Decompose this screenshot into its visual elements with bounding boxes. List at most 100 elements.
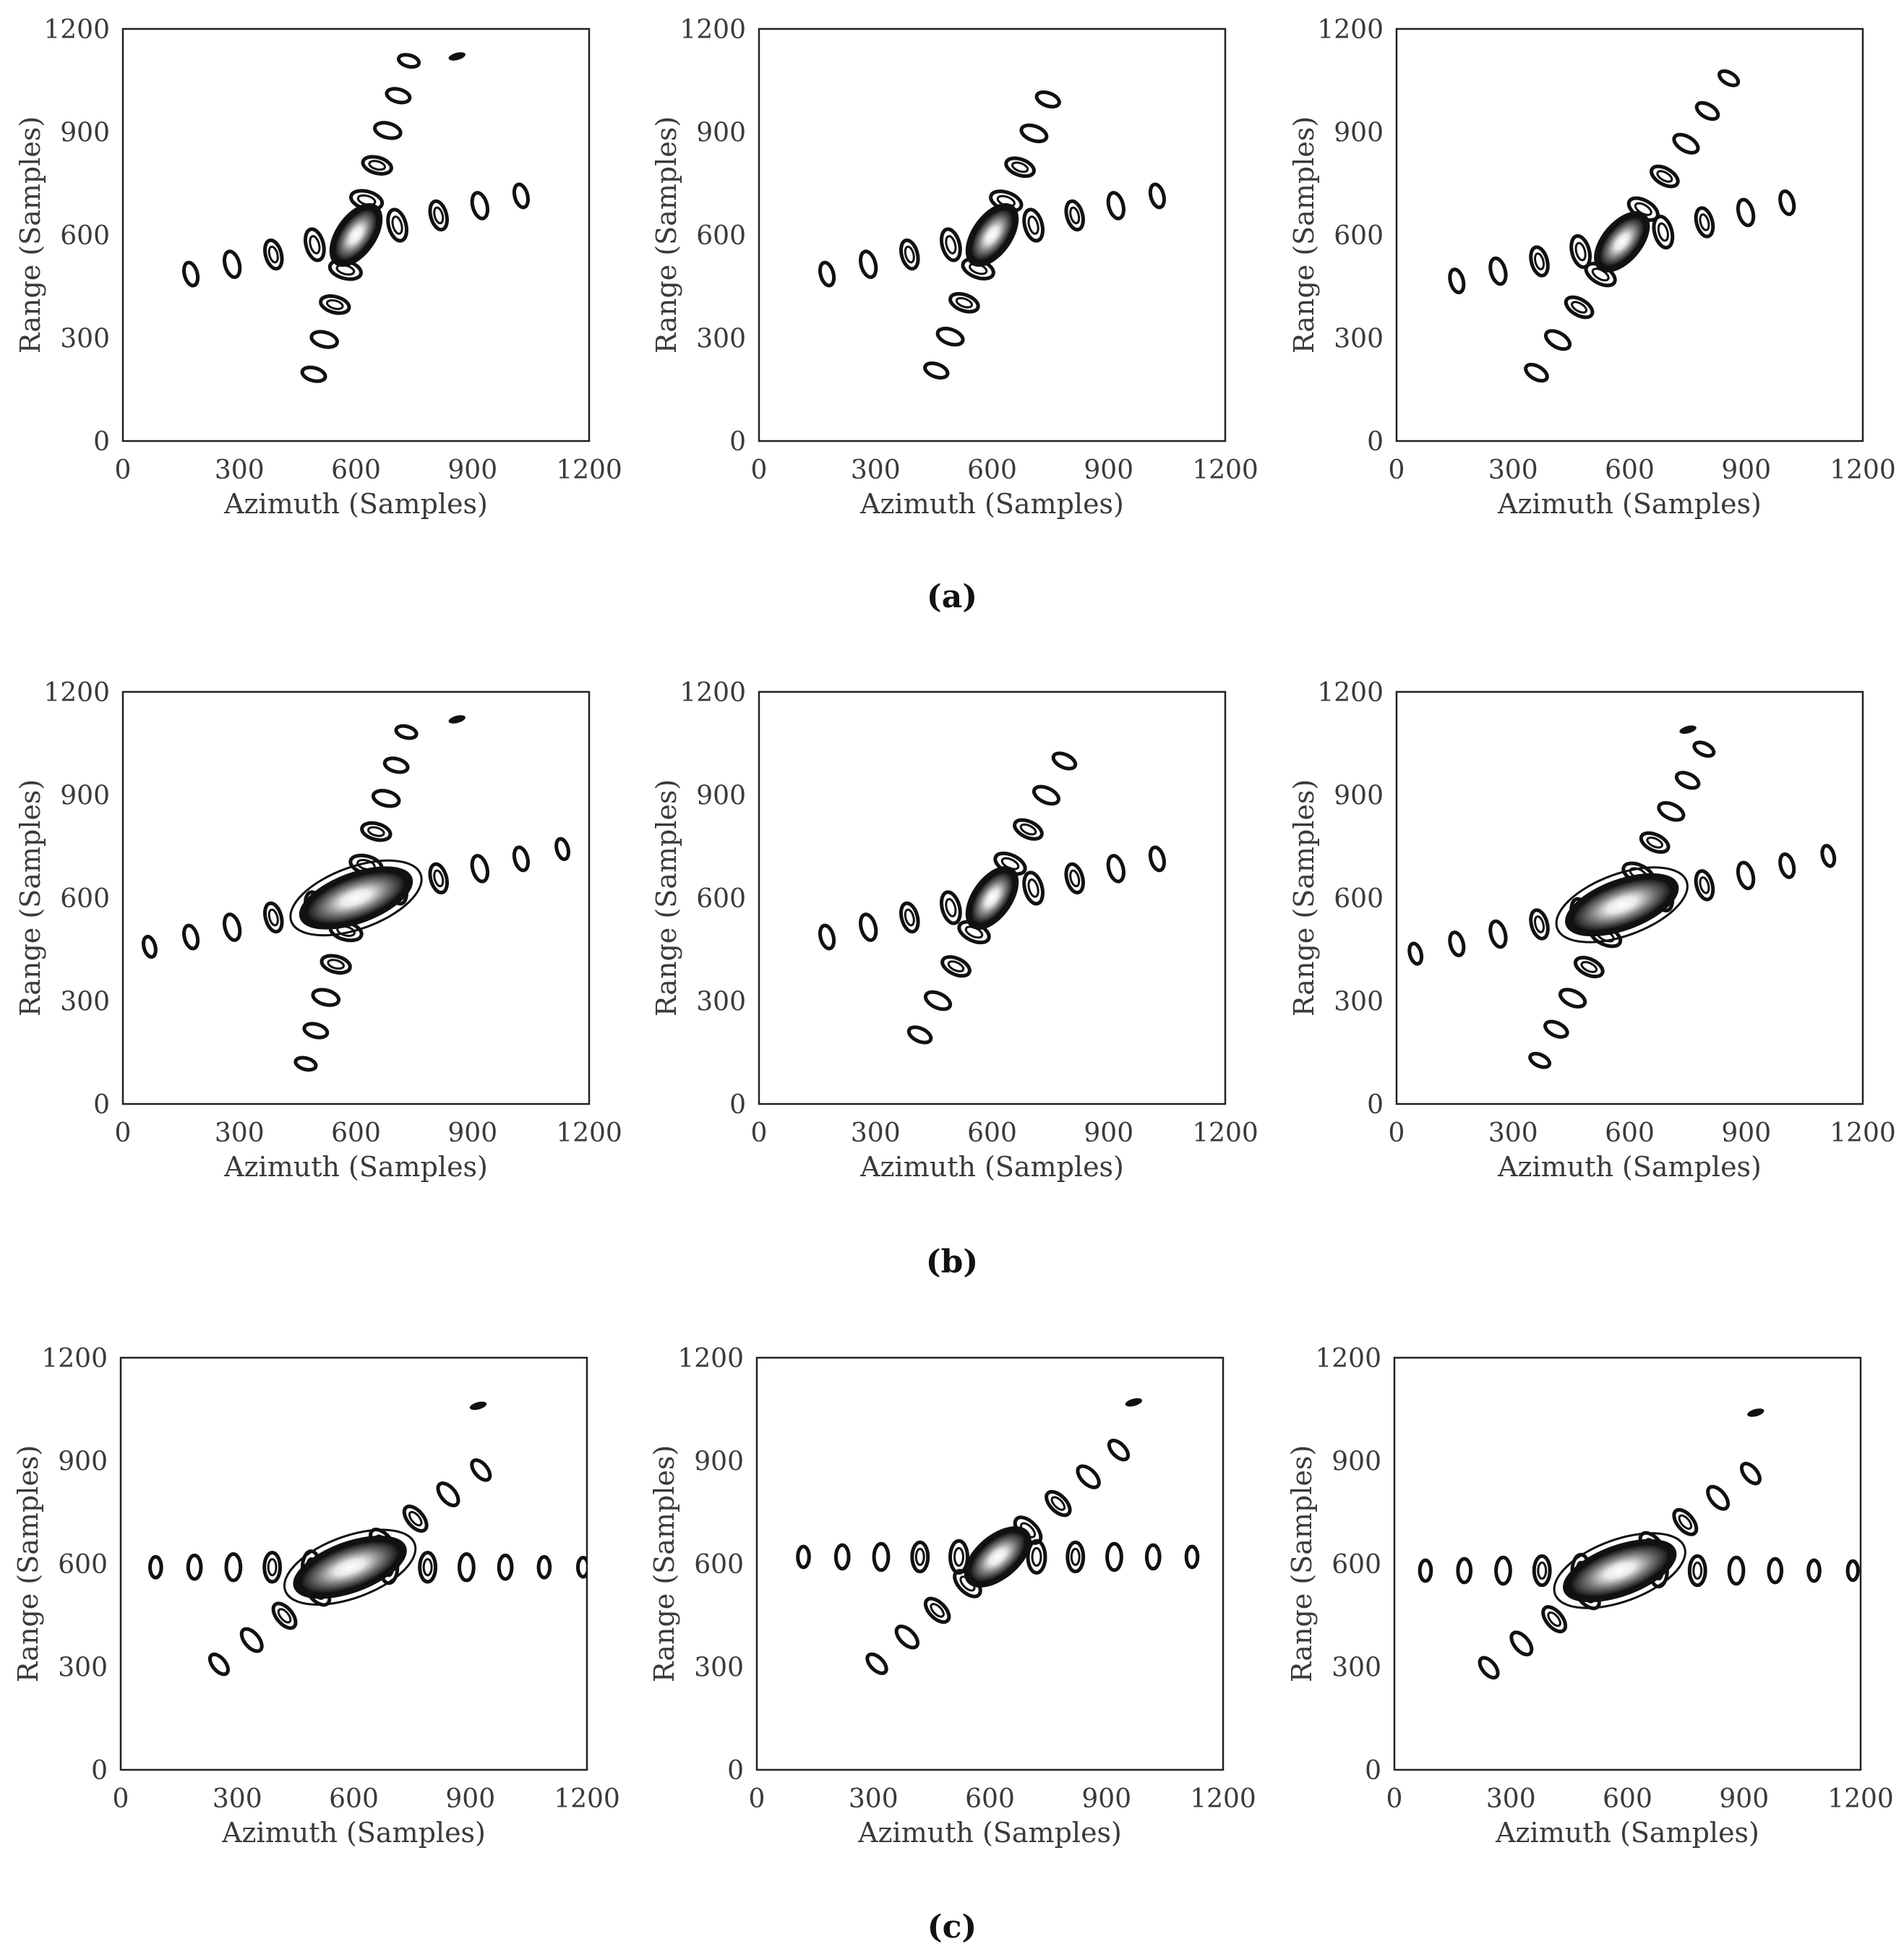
sidelobe-arm2 [1106,191,1125,221]
sidelobe-arm1-neg [906,1025,933,1045]
sidelobe-arm1 [361,155,393,176]
y-tick-label: 1200 [1317,15,1384,45]
sidelobe-inner-arm1-neg [930,1603,945,1618]
sidelobe-arm2-neg [304,227,326,262]
y-tick-label: 300 [58,1653,108,1683]
sidelobe-arm2 [428,862,449,895]
panel-a-3: 0 300 600 900 1200 0 300 600 900 1200 Azimuth (Sam… [1288,15,1896,520]
sidelobe-arm2-neg [910,1540,930,1574]
x-tick-label: 1200 [1830,1118,1896,1148]
sidelobe-arm1 [436,1481,460,1507]
sidelobe-arm1 [1657,801,1686,822]
x-tick-label: 1200 [556,455,622,485]
sidelobe-inner-arm2-neg [945,898,957,917]
sidelobe-inner-arm2-neg [267,245,279,264]
x-tick-label: 900 [1084,1118,1133,1148]
sidelobe-arm1 [470,1458,492,1482]
sidelobe-inner-arm1 [368,160,387,171]
sidelobe-arm2-neg [818,260,836,288]
x-tick-label: 600 [967,455,1017,485]
sidelobe-inner-arm2 [1031,1546,1042,1567]
main-lobe [308,872,404,924]
x-tick-label: 900 [1721,455,1771,485]
sidelobe-arm2-neg [224,1552,243,1583]
sidelobe-inner-arm2-neg [1574,241,1587,262]
sidelobe-arm1-neg [865,1652,888,1675]
x-tick-label: 600 [1603,1784,1652,1814]
y-tick-label: 300 [1331,1653,1381,1683]
y-tick-label: 0 [93,427,110,457]
y-axis-label: Range (Samples) [14,779,46,1016]
x-tick-label: 900 [1721,1118,1771,1148]
sidelobe-inner-arm1-neg [947,960,965,973]
x-tick-label: 300 [849,1784,899,1814]
x-tick-label: 0 [749,1784,766,1814]
x-tick-label: 0 [1386,1784,1403,1814]
sidelobe-arm2-neg [263,901,284,934]
sidelobe-arm1-neg [1509,1630,1534,1657]
sidelobe-inner-arm2 [391,215,403,235]
sidelobe-arm2 [386,207,408,243]
sidelobe-arm2 [512,182,530,210]
sidelobe-arm2-neg [182,260,200,288]
sidelobe-arm2 [1652,214,1675,250]
y-axis-label: Range (Samples) [12,1445,44,1682]
sidelobe-arm1-neg [207,1652,230,1677]
sidelobe-inner-arm2 [1069,869,1081,888]
sidelobe-arm1-neg [293,1056,318,1072]
sidelobe-arm1-neg [1544,329,1572,351]
sidelobe-arm1 [1019,123,1049,144]
stray-dot [469,1401,487,1411]
plot-area [142,715,570,1072]
sidelobe-arm2-neg [1532,1554,1552,1588]
sidelobe-arm2-neg [859,249,878,279]
x-tick-label: 600 [1605,1118,1655,1148]
sidelobe-arm1 [1706,1484,1731,1511]
sidelobe-arm2-neg [1418,1558,1433,1583]
sidelobe-arm2 [1736,197,1756,228]
panel-a-2: 0 300 600 900 1200 0 300 600 900 1200 Azimuth (Sam… [651,15,1258,520]
x-tick-label: 1200 [1830,455,1896,485]
sidelobe-arm1 [1692,740,1716,758]
sidelobe-arm2 [1148,182,1166,210]
sidelobe-arm2 [1694,206,1715,239]
sidelobe-arm1 [1051,751,1078,771]
sidelobe-inner-arm2-neg [309,235,321,254]
sidelobe-arm2 [554,836,570,861]
sidelobe-inner-arm2 [1027,878,1039,898]
y-axis-label: Range (Samples) [1288,116,1320,354]
y-axis-label: Range (Samples) [14,116,46,354]
y-tick-label: 1200 [1315,1344,1381,1374]
x-tick-label: 600 [331,1118,381,1148]
sidelobe-arm2 [536,1554,552,1580]
sidelobe-arm2-neg [940,227,962,262]
sidelobe-arm1 [394,724,419,740]
x-tick-label: 600 [331,455,381,485]
sidelobe-arm1-neg [319,294,351,315]
sidelobe-inner-arm1 [367,826,385,837]
y-tick-label: 0 [91,1756,108,1786]
sidelobe-arm1-neg [1573,956,1605,979]
sidelobe-arm2 [1064,199,1085,232]
y-tick-label: 900 [60,119,110,148]
x-axis-label: Azimuth (Samples) [857,1817,1122,1849]
sidelobe-arm1-neg [923,361,950,380]
sidelobe-inner-arm2-neg [1534,252,1545,270]
sidelobe-arm1-neg [1528,1051,1552,1069]
y-tick-label: 600 [1334,221,1384,251]
y-axis-label: Range (Samples) [651,116,682,354]
x-tick-label: 300 [1486,1784,1536,1814]
sidelobe-arm2-neg [223,912,242,942]
sidelobe-arm1-neg [302,1022,330,1040]
sidelobe-arm2 [418,1551,438,1584]
y-tick-label: 600 [694,1550,744,1580]
sidelobe-arm1-neg [1524,362,1549,383]
sidelobe-arm2 [1845,1559,1860,1583]
main-lobe [1571,1545,1668,1596]
sidelobe-arm1 [1694,100,1720,121]
y-tick-label: 900 [58,1447,108,1477]
row-caption-1: (b) [926,1243,978,1280]
x-tick-label: 1200 [554,1784,620,1814]
y-tick-label: 900 [60,782,110,811]
sidelobe-arm1-neg [239,1627,264,1653]
